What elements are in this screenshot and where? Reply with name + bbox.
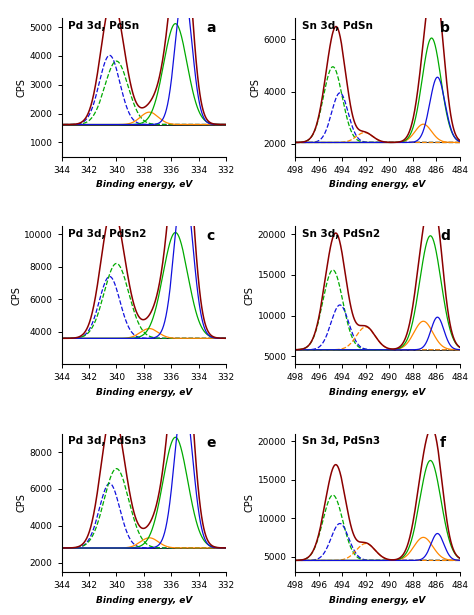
Y-axis label: CPS: CPS [245, 286, 255, 304]
Text: Pd 3d, PdSn: Pd 3d, PdSn [68, 22, 139, 31]
Text: Sn 3d, PdSn3: Sn 3d, PdSn3 [302, 437, 380, 446]
Text: f: f [440, 437, 446, 450]
Text: Sn 3d, PdSn: Sn 3d, PdSn [302, 22, 373, 31]
X-axis label: Binding energy, eV: Binding energy, eV [329, 595, 426, 605]
X-axis label: Binding energy, eV: Binding energy, eV [96, 180, 192, 189]
Y-axis label: CPS: CPS [245, 493, 255, 512]
Y-axis label: CPS: CPS [250, 78, 260, 97]
X-axis label: Binding energy, eV: Binding energy, eV [96, 595, 192, 605]
Y-axis label: CPS: CPS [17, 493, 27, 512]
Text: d: d [440, 229, 450, 243]
Text: e: e [206, 437, 216, 450]
Text: b: b [440, 22, 450, 35]
X-axis label: Binding energy, eV: Binding energy, eV [96, 388, 192, 397]
Text: Pd 3d, PdSn2: Pd 3d, PdSn2 [68, 229, 146, 239]
Y-axis label: CPS: CPS [17, 78, 27, 97]
X-axis label: Binding energy, eV: Binding energy, eV [329, 180, 426, 189]
Text: c: c [206, 229, 215, 243]
Text: Sn 3d, PdSn2: Sn 3d, PdSn2 [302, 229, 380, 239]
Text: Pd 3d, PdSn3: Pd 3d, PdSn3 [68, 437, 146, 446]
Text: a: a [206, 22, 216, 35]
X-axis label: Binding energy, eV: Binding energy, eV [329, 388, 426, 397]
Y-axis label: CPS: CPS [11, 286, 21, 304]
